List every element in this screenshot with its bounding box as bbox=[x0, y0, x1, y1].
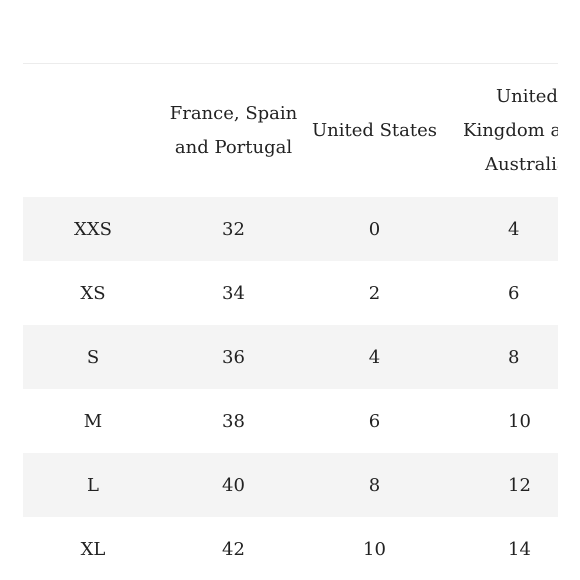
header-france-line1: France, Spain bbox=[169, 102, 298, 124]
header-uk-line2: Kingdom and bbox=[463, 119, 558, 141]
table-row: M 38 6 10 bbox=[23, 389, 558, 453]
size-chart-scroll-area[interactable]: France, Spain and Portugal United States… bbox=[23, 64, 558, 580]
cell-uk-au: 4 bbox=[445, 197, 558, 261]
cell-uk-au: 8 bbox=[445, 325, 558, 389]
header-france-line2: and Portugal bbox=[174, 136, 293, 158]
cell-fr-es-pt: 42 bbox=[222, 538, 245, 560]
header-united-states: United States bbox=[311, 119, 438, 141]
cell-us: 2 bbox=[368, 282, 381, 304]
cell-uk-au: 14 bbox=[508, 538, 531, 560]
cell-fr-es-pt: 36 bbox=[163, 325, 304, 389]
table-header-row: France, Spain and Portugal United States… bbox=[23, 64, 558, 197]
cell-us: 8 bbox=[304, 453, 445, 517]
cell-size: XXS bbox=[23, 197, 163, 261]
cell-fr-es-pt: 34 bbox=[222, 282, 245, 304]
header-uk-australia: United Kingdom and Australia bbox=[445, 64, 558, 197]
table-row: XL 42 10 14 bbox=[23, 517, 558, 580]
cell-us: 0 bbox=[304, 197, 445, 261]
cell-uk-au: 12 bbox=[445, 453, 558, 517]
cell-size: XL bbox=[80, 538, 106, 560]
table-row: L 40 8 12 bbox=[23, 453, 558, 517]
header-uk-line1: United bbox=[496, 85, 558, 107]
header-uk-line3: Australia bbox=[485, 153, 558, 175]
cell-fr-es-pt: 40 bbox=[163, 453, 304, 517]
header-divider bbox=[23, 63, 558, 64]
cell-uk-au: 6 bbox=[508, 282, 520, 304]
cell-fr-es-pt: 38 bbox=[222, 410, 245, 432]
cell-size: S bbox=[23, 325, 163, 389]
cell-size: L bbox=[23, 453, 163, 517]
cell-size: M bbox=[83, 410, 103, 432]
table-row: S 36 4 8 bbox=[23, 325, 558, 389]
table-row: XXS 32 0 4 bbox=[23, 197, 558, 261]
table-row: XS 34 2 6 bbox=[23, 261, 558, 325]
cell-us: 10 bbox=[363, 538, 386, 560]
cell-us: 6 bbox=[368, 410, 381, 432]
size-conversion-table: France, Spain and Portugal United States… bbox=[23, 64, 558, 580]
header-france-spain-portugal: France, Spain and Portugal bbox=[163, 64, 304, 197]
header-size bbox=[23, 64, 163, 197]
cell-fr-es-pt: 32 bbox=[163, 197, 304, 261]
cell-us: 4 bbox=[304, 325, 445, 389]
cell-size: XS bbox=[80, 282, 106, 304]
cell-uk-au: 10 bbox=[508, 410, 531, 432]
